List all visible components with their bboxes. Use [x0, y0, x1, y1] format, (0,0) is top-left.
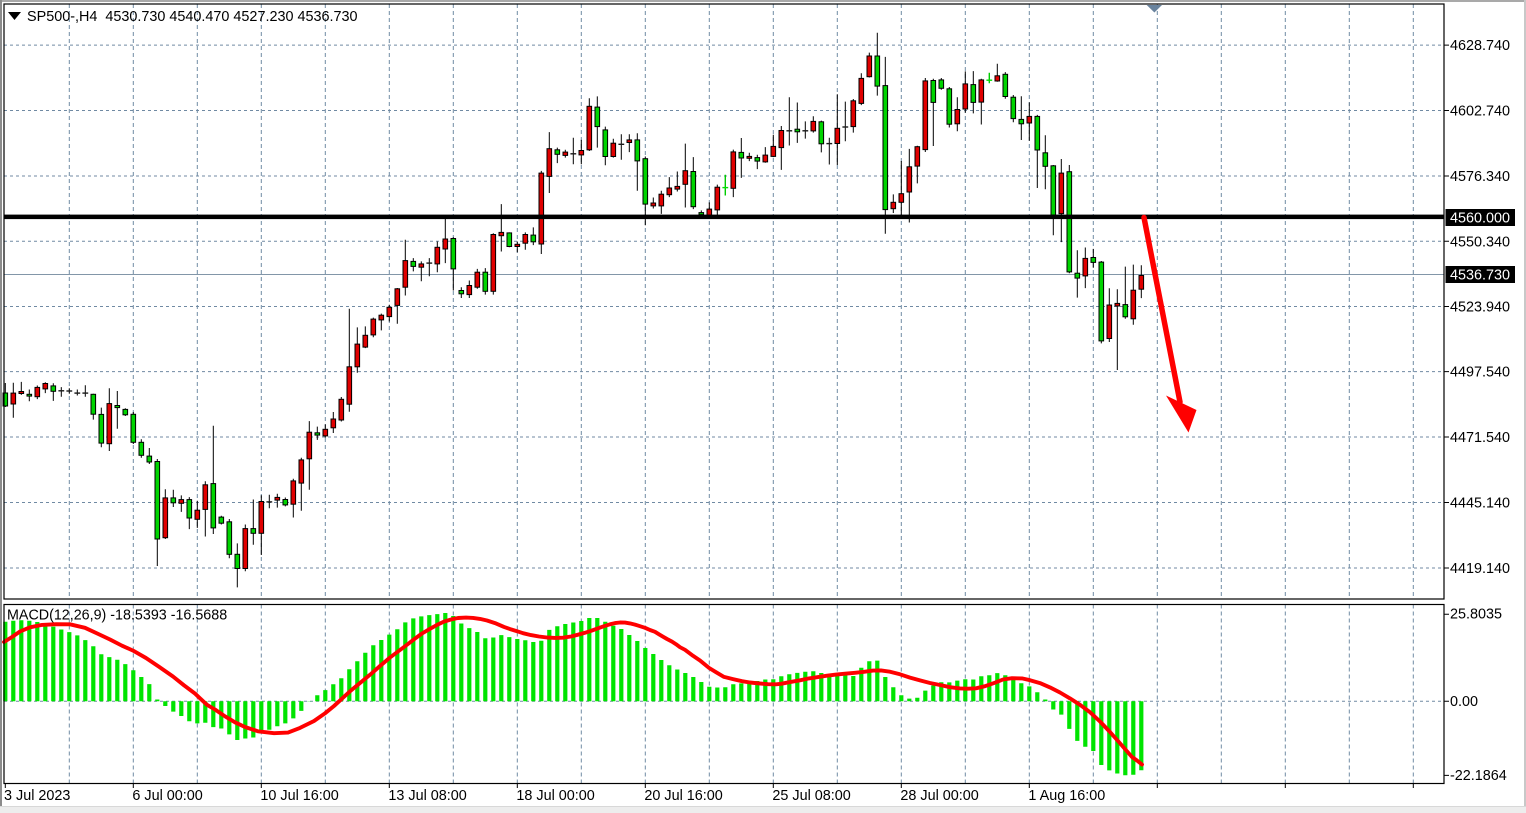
svg-text:13 Jul 08:00: 13 Jul 08:00: [388, 788, 466, 804]
svg-text:6 Jul 00:00: 6 Jul 00:00: [132, 788, 202, 804]
svg-text:3 Jul 2023: 3 Jul 2023: [4, 788, 70, 804]
svg-text:-22.1864: -22.1864: [1450, 768, 1507, 784]
svg-text:4628.740: 4628.740: [1450, 38, 1510, 54]
svg-text:1 Aug 16:00: 1 Aug 16:00: [1028, 788, 1105, 804]
svg-text:4471.540: 4471.540: [1450, 430, 1510, 446]
svg-text:18 Jul 00:00: 18 Jul 00:00: [516, 788, 594, 804]
svg-text:0.00: 0.00: [1450, 694, 1478, 710]
svg-text:28 Jul 00:00: 28 Jul 00:00: [900, 788, 978, 804]
svg-text:25 Jul 08:00: 25 Jul 08:00: [772, 788, 850, 804]
svg-text:4419.140: 4419.140: [1450, 561, 1510, 577]
svg-text:4445.140: 4445.140: [1450, 496, 1510, 512]
svg-text:25.8035: 25.8035: [1450, 607, 1502, 623]
svg-text:SP500-,H4 4530.730 4540.470 4: SP500-,H4 4530.730 4540.470 4527.230 453…: [27, 9, 357, 25]
svg-text:4576.340: 4576.340: [1450, 169, 1510, 185]
svg-text:4536.730: 4536.730: [1450, 268, 1510, 284]
svg-text:10 Jul 16:00: 10 Jul 16:00: [260, 788, 338, 804]
svg-text:4497.540: 4497.540: [1450, 365, 1510, 381]
svg-text:4550.340: 4550.340: [1450, 234, 1510, 250]
svg-text:4602.740: 4602.740: [1450, 104, 1510, 120]
svg-text:4560.000: 4560.000: [1450, 211, 1510, 227]
svg-text:MACD(12,26,9) -18.5393 -16.568: MACD(12,26,9) -18.5393 -16.5688: [7, 608, 227, 624]
svg-text:4523.940: 4523.940: [1450, 300, 1510, 316]
svg-text:20 Jul 16:00: 20 Jul 16:00: [644, 788, 722, 804]
